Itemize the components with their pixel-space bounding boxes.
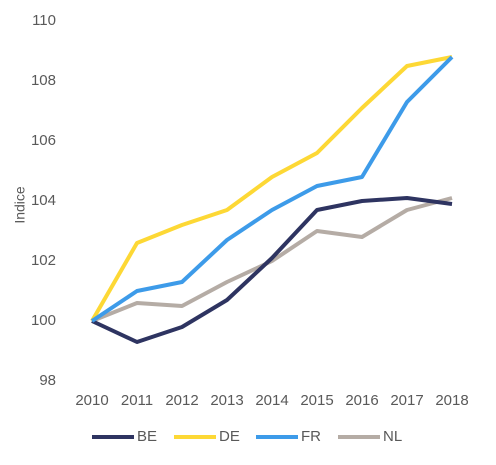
series-line-nl	[91, 196, 453, 323]
legend-label-de: DE	[219, 428, 240, 445]
legend-label-be: BE	[137, 428, 157, 445]
x-tick-label: 2016	[345, 392, 378, 409]
x-tick-label: 2015	[300, 392, 333, 409]
y-axis-title-group: Indice	[12, 186, 28, 224]
x-tick-label: 2017	[390, 392, 423, 409]
series-line-fr	[90, 55, 454, 323]
x-tick-label: 2014	[255, 392, 288, 409]
x-tick-label: 2012	[165, 392, 198, 409]
series-line-de	[90, 55, 453, 322]
legend-label-fr: FR	[301, 428, 321, 445]
y-tick-label: 104	[31, 192, 56, 209]
x-tick-label: 2013	[210, 392, 243, 409]
y-tick-label: 108	[31, 72, 56, 89]
y-tick-label: 110	[32, 12, 56, 29]
y-tick-label: 100	[31, 312, 56, 329]
y-axis-title: Indice	[12, 186, 28, 224]
y-axis-ticks: 98 100 102 104 106 108 110	[31, 12, 56, 389]
legend-label-nl: NL	[383, 428, 402, 445]
series-line-be	[91, 196, 453, 344]
x-axis-ticks: 2010 2011 2012 2013 2014 2015 2016 2017 2018	[75, 392, 468, 409]
series-lines	[90, 55, 454, 344]
y-tick-label: 98	[39, 372, 56, 389]
x-tick-label: 2018	[435, 392, 468, 409]
legend: BE DE FR NL	[92, 428, 402, 445]
y-tick-label: 102	[31, 252, 56, 269]
x-tick-label: 2010	[75, 392, 108, 409]
y-tick-label: 106	[31, 132, 56, 149]
x-tick-label: 2011	[121, 392, 153, 409]
